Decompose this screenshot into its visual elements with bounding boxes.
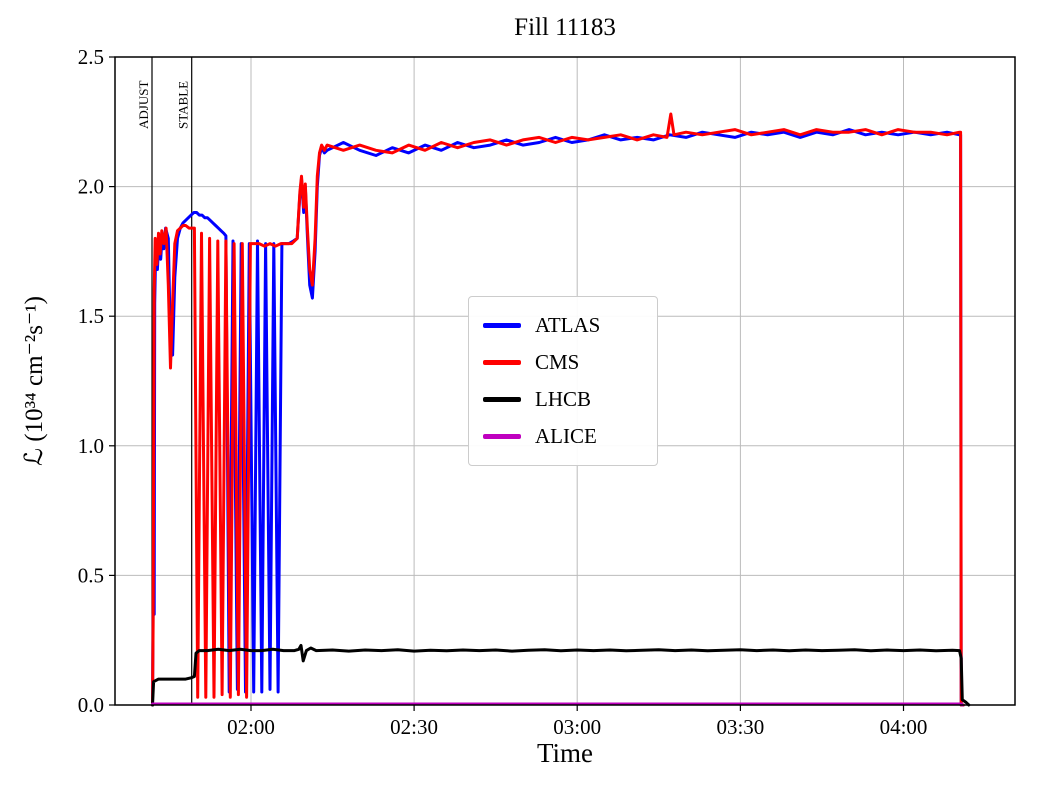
legend-swatch-lhcb [483,397,521,402]
legend-label-atlas: ATLAS [535,313,601,337]
y-tick-label: 2.5 [78,45,104,69]
series-cms [151,112,965,707]
x-tick-label: 03:30 [716,715,764,739]
x-axis-label: Time [536,738,594,768]
legend-swatch-alice [483,434,521,439]
vline-label-stable: STABLE [176,81,191,129]
y-tick-label: 2.0 [78,175,104,199]
legend-item-atlas: ATLAS [483,307,643,344]
y-tick-label: 0.5 [78,563,104,587]
series-alice [151,702,964,707]
legend: ATLAS CMS LHCB ALICE [468,296,658,466]
x-tick-label: 04:00 [880,715,928,739]
chart-title: Fill 11183 [514,14,616,41]
x-tick-label: 03:00 [553,715,601,739]
legend-item-lhcb: LHCB [483,381,643,418]
legend-label-alice: ALICE [535,424,597,448]
x-tick-label: 02:00 [227,715,275,739]
y-tick-label: 1.5 [78,304,104,328]
vline-label-adjust: ADJUST [136,81,151,129]
y-axis-label: ℒ (10³⁴ cm⁻²s⁻¹) [21,295,48,467]
legend-item-cms: CMS [483,344,643,381]
legend-swatch-atlas [483,323,521,328]
y-tick-label: 0.0 [78,693,104,717]
legend-item-alice: ALICE [483,418,643,455]
legend-swatch-cms [483,360,521,365]
plot-border [114,56,1016,706]
legend-label-lhcb: LHCB [535,387,592,411]
series-lhcb [151,643,971,707]
y-tick-label: 1.0 [78,434,104,458]
x-tick-label: 02:30 [390,715,438,739]
legend-label-cms: CMS [535,350,580,374]
